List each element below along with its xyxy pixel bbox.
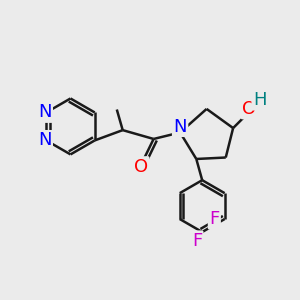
Text: N: N xyxy=(38,131,52,149)
Text: F: F xyxy=(192,232,202,250)
Text: N: N xyxy=(38,103,52,122)
Text: H: H xyxy=(253,91,266,109)
Text: O: O xyxy=(134,158,148,175)
Text: N: N xyxy=(173,118,187,136)
Text: O: O xyxy=(242,100,256,118)
Text: F: F xyxy=(209,210,220,228)
